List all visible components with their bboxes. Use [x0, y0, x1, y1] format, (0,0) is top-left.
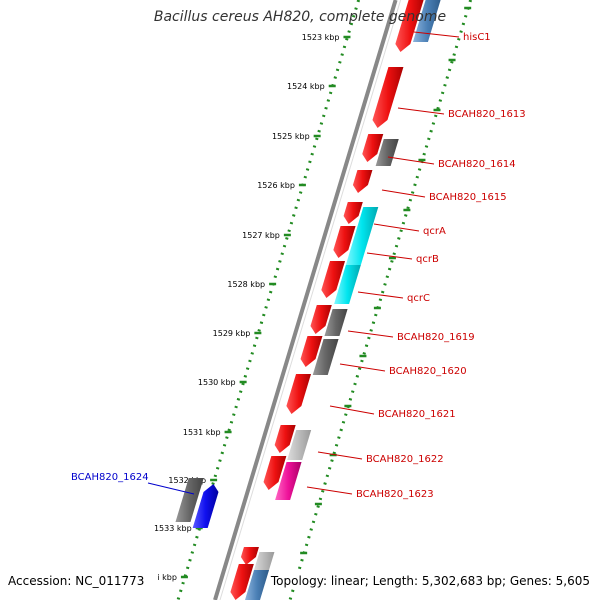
gene-feature[interactable] [240, 547, 259, 565]
gene-label[interactable]: BCAH820_1613 [448, 109, 526, 120]
gene-label[interactable]: BCAH820_1621 [378, 409, 456, 420]
gene-label[interactable]: BCAH820_1619 [397, 332, 475, 343]
gene-label-leader [387, 156, 435, 165]
gene-features[interactable] [175, 0, 442, 600]
gene-feature[interactable] [192, 484, 219, 528]
gene-label[interactable]: BCAH820_1614 [438, 159, 516, 170]
ruler-tick-label: 1530 kbp [198, 378, 236, 387]
ruler-tick-label: 1523 kbp [302, 33, 340, 42]
gene-label[interactable]: qcrA [423, 226, 446, 237]
gene-feature[interactable] [253, 552, 275, 572]
gene-label-leader [413, 31, 460, 38]
gene-label-leader [339, 363, 386, 372]
gene-label-leader [317, 451, 363, 460]
gene-feature[interactable] [412, 0, 442, 42]
gene-feature[interactable] [372, 67, 404, 128]
ruler: 1523 kbp 1524 kbp 1525 kbp 1526 kbp 1527 kbp… [154, 6, 472, 582]
gene-feature[interactable] [275, 462, 302, 500]
ruler-tick-label: 1529 kbp [213, 329, 251, 338]
gene-feature[interactable] [395, 0, 425, 52]
backbone-edge [219, 0, 402, 601]
ruler-tick-label: 1532 kbp [168, 476, 206, 485]
gene-feature[interactable] [300, 336, 323, 367]
ruler-tick-label: i kbp [157, 573, 177, 582]
gene-label[interactable]: qcrB [416, 254, 439, 265]
ruler-tick-label: 1531 kbp [183, 428, 221, 437]
gene-feature[interactable] [263, 456, 287, 490]
genome-title: Bacillus cereus AH820, complete genome [153, 9, 447, 25]
gene-feature[interactable] [230, 564, 254, 600]
gene-feature[interactable] [362, 134, 384, 162]
genome-summary: Topology: linear; Length: 5,302,683 bp; … [268, 574, 592, 588]
gene-label-leader [373, 223, 420, 232]
gene-label[interactable]: qcrC [407, 293, 430, 304]
gene-feature[interactable] [345, 207, 379, 265]
gene-feature[interactable] [334, 265, 361, 304]
gene-label[interactable]: BCAH820_1623 [356, 489, 434, 500]
gene-feature[interactable] [333, 226, 356, 258]
ruler-tick-label: 1524 kbp [287, 82, 325, 91]
gene-label[interactable]: hisC1 [463, 32, 491, 43]
gene-feature[interactable] [245, 570, 270, 600]
gene-feature[interactable] [286, 374, 312, 414]
gene-label-leader [381, 189, 426, 198]
gene-feature[interactable] [321, 261, 346, 298]
gene-feature[interactable] [312, 339, 339, 375]
gene-feature[interactable] [352, 170, 373, 193]
gene-feature[interactable] [175, 478, 204, 522]
gene-label[interactable]: BCAH820_1615 [429, 192, 507, 203]
gene-label-leader [397, 107, 445, 115]
gene-feature[interactable] [274, 425, 296, 453]
ruler-tick-label: 1527 kbp [242, 231, 280, 240]
gene-label-leader [329, 405, 375, 415]
gene-labels[interactable]: hisC1 BCAH820_1613 BCAH820_1614 BCAH820_161… [71, 31, 526, 500]
gene-label-leader [347, 330, 394, 338]
gene-label[interactable]: BCAH820_1620 [389, 366, 467, 377]
gene-feature[interactable] [375, 139, 399, 166]
gene-label-leader [357, 291, 404, 299]
ruler-tick-label: 1528 kbp [227, 280, 265, 289]
accession-text: Accession: NC_011773 [6, 574, 147, 588]
gene-feature[interactable] [310, 305, 332, 334]
ruler-dotted-line [176, 0, 361, 601]
track-lines [176, 0, 473, 601]
ruler-tick-label: 1533 kbp [154, 524, 192, 533]
gene-label[interactable]: BCAH820_1624 [71, 472, 149, 483]
ruler-tick-label: 1525 kbp [272, 132, 310, 141]
gene-feature[interactable] [287, 430, 312, 460]
ruler-tick-label: 1526 kbp [257, 181, 295, 190]
gene-feature[interactable] [343, 202, 363, 224]
gene-label-leader [306, 486, 353, 495]
genome-backbone [213, 0, 398, 601]
outer-track-dotted-line [288, 0, 473, 601]
gene-feature[interactable] [324, 309, 348, 336]
gene-label-leader [366, 252, 413, 260]
gene-label[interactable]: BCAH820_1622 [366, 454, 444, 465]
gene-label-leader [147, 482, 195, 495]
